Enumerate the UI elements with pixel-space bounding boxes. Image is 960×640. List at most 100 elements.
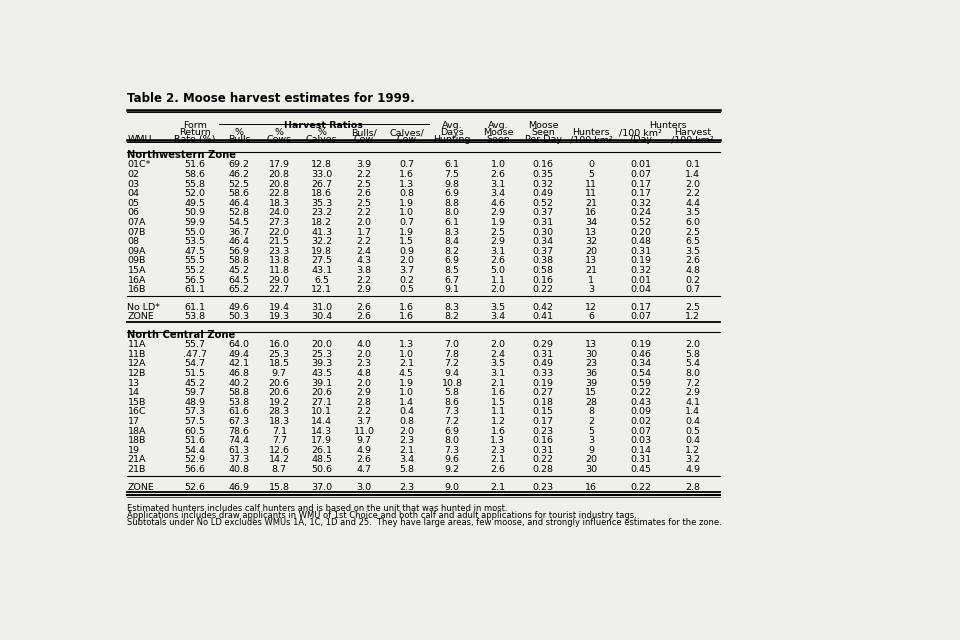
Text: 5.4: 5.4 xyxy=(685,359,701,368)
Text: 2.3: 2.3 xyxy=(491,446,506,455)
Text: 1.6: 1.6 xyxy=(399,303,414,312)
Text: 21: 21 xyxy=(585,266,597,275)
Text: 0.01: 0.01 xyxy=(631,161,651,170)
Text: 0.19: 0.19 xyxy=(631,340,651,349)
Text: 1.0: 1.0 xyxy=(399,209,414,218)
Text: 2.2: 2.2 xyxy=(685,189,701,198)
Text: 30: 30 xyxy=(585,465,597,474)
Text: 0.03: 0.03 xyxy=(630,436,652,445)
Text: 61.1: 61.1 xyxy=(184,303,205,312)
Text: 0.31: 0.31 xyxy=(533,446,554,455)
Text: 54.4: 54.4 xyxy=(184,446,205,455)
Text: 1.4: 1.4 xyxy=(685,170,701,179)
Text: 16B: 16B xyxy=(128,285,146,294)
Text: 2.0: 2.0 xyxy=(356,378,372,387)
Text: 4.1: 4.1 xyxy=(685,397,701,407)
Text: 1.4: 1.4 xyxy=(685,407,701,417)
Text: 2.6: 2.6 xyxy=(491,465,506,474)
Text: Northwestern Zone: Northwestern Zone xyxy=(128,150,236,161)
Text: 39.1: 39.1 xyxy=(311,378,332,387)
Text: 43.1: 43.1 xyxy=(311,266,332,275)
Text: 11.8: 11.8 xyxy=(269,266,290,275)
Text: 5: 5 xyxy=(588,170,594,179)
Text: 16: 16 xyxy=(585,483,597,492)
Text: 1.6: 1.6 xyxy=(491,426,506,436)
Text: Avg.: Avg. xyxy=(488,121,508,130)
Text: 2.5: 2.5 xyxy=(685,303,701,312)
Text: Hunters: Hunters xyxy=(649,121,686,130)
Text: 22.7: 22.7 xyxy=(269,285,290,294)
Text: 7.0: 7.0 xyxy=(444,340,460,349)
Text: 40.2: 40.2 xyxy=(228,378,250,387)
Text: 0.31: 0.31 xyxy=(533,218,554,227)
Text: 45.2: 45.2 xyxy=(228,266,250,275)
Text: 1.6: 1.6 xyxy=(399,170,414,179)
Text: 13: 13 xyxy=(128,378,139,387)
Text: 3.1: 3.1 xyxy=(491,247,506,256)
Text: %: % xyxy=(275,128,284,137)
Text: 6.1: 6.1 xyxy=(444,218,460,227)
Text: 9.0: 9.0 xyxy=(444,483,460,492)
Text: ZONE: ZONE xyxy=(128,312,155,321)
Text: 31.0: 31.0 xyxy=(311,303,332,312)
Text: 08: 08 xyxy=(128,237,139,246)
Text: 0.35: 0.35 xyxy=(533,170,554,179)
Text: 0.9: 0.9 xyxy=(399,247,414,256)
Text: 0.22: 0.22 xyxy=(631,388,651,397)
Text: 1.3: 1.3 xyxy=(398,180,414,189)
Text: 46.9: 46.9 xyxy=(228,483,250,492)
Text: 22.0: 22.0 xyxy=(269,228,290,237)
Text: 2.3: 2.3 xyxy=(398,483,414,492)
Text: 5.0: 5.0 xyxy=(491,266,506,275)
Text: Bulls: Bulls xyxy=(228,135,251,144)
Text: 11A: 11A xyxy=(128,340,146,349)
Text: 58.6: 58.6 xyxy=(184,170,205,179)
Text: 0.58: 0.58 xyxy=(533,266,554,275)
Text: 3.0: 3.0 xyxy=(356,483,372,492)
Text: 02: 02 xyxy=(128,170,139,179)
Text: 2.2: 2.2 xyxy=(356,276,372,285)
Text: 61.1: 61.1 xyxy=(184,285,205,294)
Text: 8: 8 xyxy=(588,407,594,417)
Text: 0.31: 0.31 xyxy=(630,247,652,256)
Text: 3.5: 3.5 xyxy=(685,247,701,256)
Text: Applications includes draw applicants in WMU of 1st Choice and both calf and adu: Applications includes draw applicants in… xyxy=(128,511,637,520)
Text: 2.9: 2.9 xyxy=(685,388,701,397)
Text: 07A: 07A xyxy=(128,218,146,227)
Text: 9.4: 9.4 xyxy=(444,369,460,378)
Text: 07B: 07B xyxy=(128,228,146,237)
Text: 52.5: 52.5 xyxy=(228,180,250,189)
Text: 0.1: 0.1 xyxy=(685,161,701,170)
Text: Rate (%): Rate (%) xyxy=(174,135,215,144)
Text: 3.4: 3.4 xyxy=(398,456,414,465)
Text: /100 km²: /100 km² xyxy=(671,135,714,144)
Text: 12.1: 12.1 xyxy=(311,285,332,294)
Text: 2.0: 2.0 xyxy=(685,340,701,349)
Text: 8.2: 8.2 xyxy=(444,247,460,256)
Text: Cow: Cow xyxy=(354,135,374,144)
Text: 9.7: 9.7 xyxy=(272,369,287,378)
Text: 0.31: 0.31 xyxy=(630,456,652,465)
Text: /100 km²: /100 km² xyxy=(619,128,662,137)
Text: 6.5: 6.5 xyxy=(314,276,329,285)
Text: 19.3: 19.3 xyxy=(269,312,290,321)
Text: 32.2: 32.2 xyxy=(311,237,332,246)
Text: 41.3: 41.3 xyxy=(311,228,332,237)
Text: 0.22: 0.22 xyxy=(631,483,651,492)
Text: 65.2: 65.2 xyxy=(228,285,250,294)
Text: 20.6: 20.6 xyxy=(269,378,290,387)
Text: /100 km²: /100 km² xyxy=(569,135,612,144)
Text: Avg.: Avg. xyxy=(442,121,463,130)
Text: 7.5: 7.5 xyxy=(444,170,460,179)
Text: 1.9: 1.9 xyxy=(399,199,414,208)
Text: 59.7: 59.7 xyxy=(184,388,205,397)
Text: 3.9: 3.9 xyxy=(356,161,372,170)
Text: 1.2: 1.2 xyxy=(685,312,701,321)
Text: 20: 20 xyxy=(585,456,597,465)
Text: 3.7: 3.7 xyxy=(398,266,414,275)
Text: Hunting: Hunting xyxy=(434,135,471,144)
Text: 3.8: 3.8 xyxy=(356,266,372,275)
Text: 01C*: 01C* xyxy=(128,161,151,170)
Text: 0: 0 xyxy=(588,161,594,170)
Text: 6.0: 6.0 xyxy=(685,218,701,227)
